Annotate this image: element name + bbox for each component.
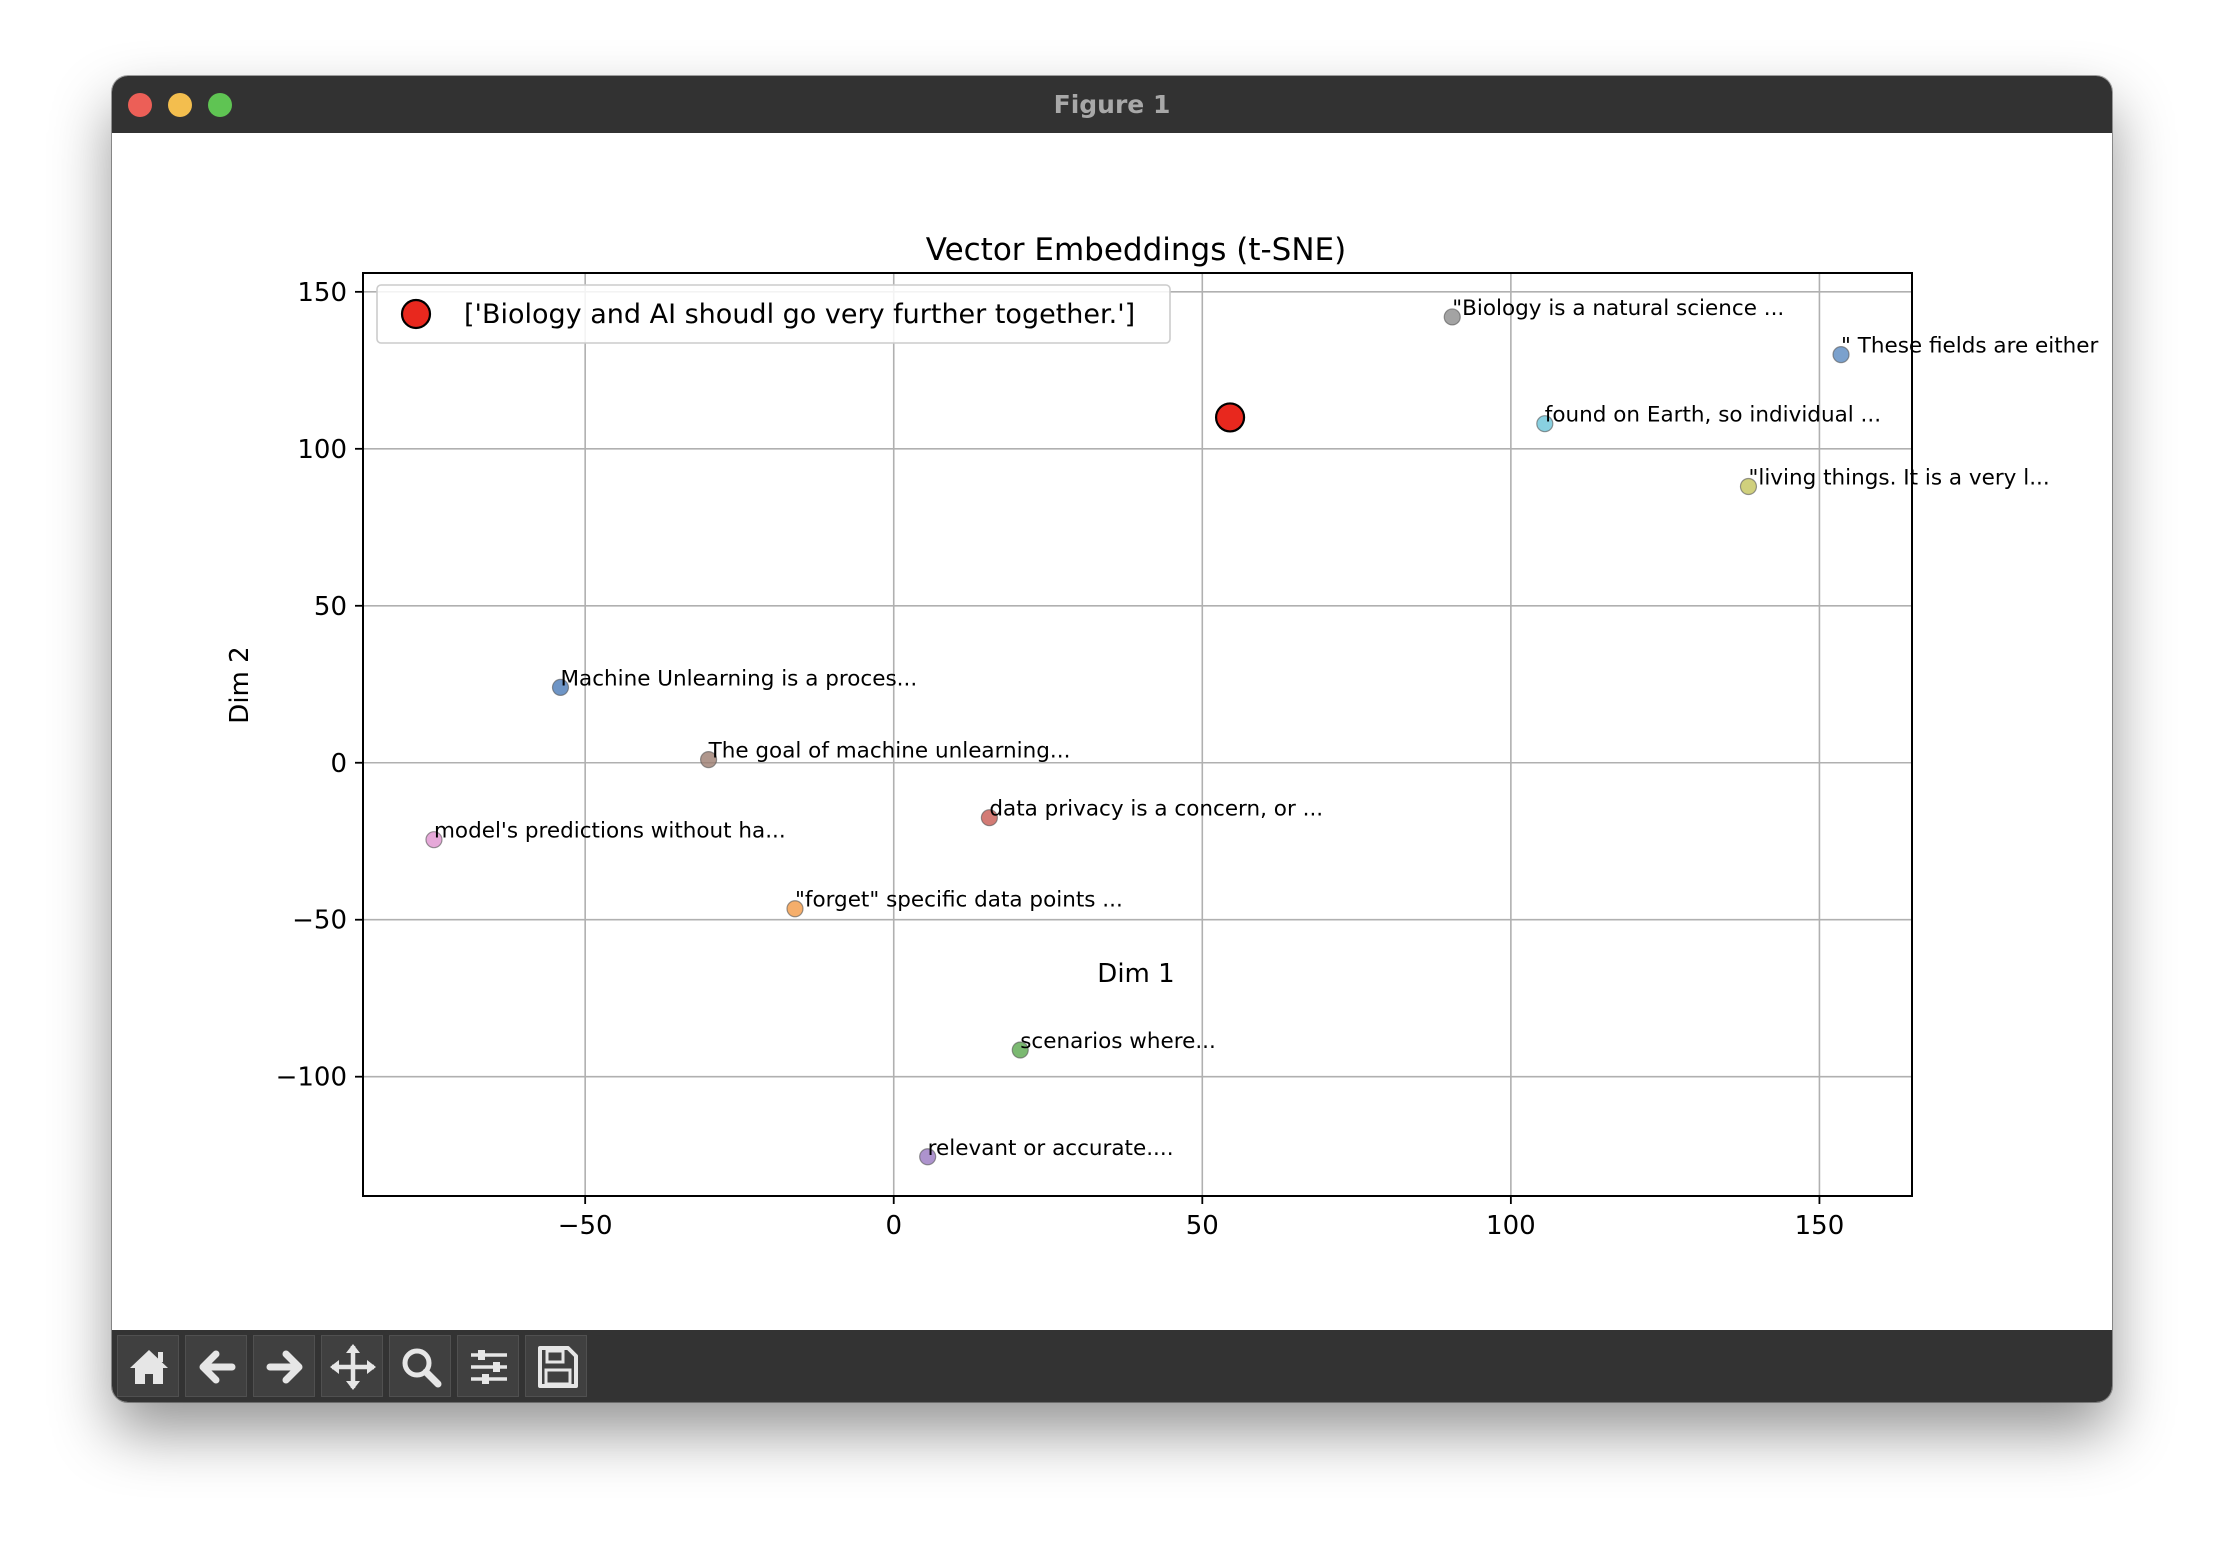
scatter-point: [786, 900, 804, 918]
grid-lines: [363, 273, 1912, 1196]
back-button[interactable]: [185, 1335, 247, 1397]
scatter-chart: −50 0 50 100 150 −100 −50 0 50 100 150 "Biology is…: [225, 232, 2099, 1241]
axes-frame: [362, 272, 1913, 1197]
pan-button[interactable]: [321, 1335, 383, 1397]
query-point: [1214, 402, 1246, 433]
x-tick-label: 0: [885, 1211, 902, 1241]
point-label: relevant or accurate....: [928, 1136, 1174, 1161]
y-tick-label: 0: [330, 749, 347, 779]
home-button[interactable]: [117, 1335, 179, 1397]
pan-icon: [330, 1344, 376, 1390]
point-label: Machine Unlearning is a proces...: [560, 666, 917, 691]
x-tick-label: −50: [558, 1211, 613, 1241]
plot-frame: [362, 272, 1913, 1197]
y-tick-label: 100: [297, 435, 347, 465]
x-axis-label: Dim 1: [1097, 959, 1174, 989]
y-tick-label: −100: [276, 1063, 347, 1093]
scatter-point: [919, 1148, 937, 1166]
scatter-point: [699, 751, 718, 769]
y-tick-label: −50: [292, 906, 347, 936]
point-label: " These fields are either: [1841, 334, 2098, 359]
x-tick-label: 150: [1795, 1211, 1845, 1241]
chart-title: Vector Embeddings (t-SNE): [926, 232, 1346, 268]
point-labels: "Biology is a natural science ... " These…: [434, 296, 2099, 1161]
point-label: scenarios where...: [1020, 1029, 1216, 1054]
zoom-icon: [402, 1348, 442, 1388]
point-label: "Biology is a natural science ...: [1452, 296, 1784, 321]
legend-label: ['Biology and AI shoudl go very further …: [464, 299, 1135, 330]
scatter-point: [1011, 1041, 1029, 1059]
point-label: The goal of machine unlearning...: [708, 739, 1071, 764]
home-icon: [130, 1350, 168, 1384]
scatter-point: [551, 678, 570, 697]
scatter-point: [1536, 415, 1554, 433]
back-arrow-icon: [199, 1350, 236, 1384]
figure-window: Figure 1 −50 0 50 100 150 −100 −50 0 50 100 150 "B…: [112, 76, 2112, 1402]
forward-button[interactable]: [253, 1335, 315, 1397]
forward-arrow-icon: [266, 1350, 303, 1384]
minimize-window-button[interactable]: [168, 93, 192, 117]
y-tick-label: 150: [297, 278, 347, 308]
configure-subplots-button[interactable]: [457, 1335, 519, 1397]
point-label: data privacy is a concern, or ...: [989, 797, 1323, 822]
scatter-point: [1739, 477, 1758, 496]
scatter-point: [425, 831, 443, 849]
save-button[interactable]: [525, 1335, 587, 1397]
x-tick-label: 50: [1186, 1211, 1219, 1241]
legend-box: [376, 284, 1171, 344]
y-axis-label: Dim 2: [225, 646, 255, 723]
x-tick-label: 100: [1486, 1211, 1536, 1241]
point-label: "living things. It is a very l...: [1748, 465, 2049, 490]
save-icon: [538, 1346, 578, 1388]
scatter-point: [1443, 308, 1461, 326]
window-title: Figure 1: [1053, 90, 1171, 119]
navigation-toolbar: [112, 1330, 2112, 1402]
data-points: [425, 308, 1850, 1166]
maximize-window-button[interactable]: [208, 93, 232, 117]
figure-canvas: −50 0 50 100 150 −100 −50 0 50 100 150 "Biology is…: [112, 133, 2112, 1330]
point-label: "forget" specific data points ...: [795, 888, 1123, 913]
y-tick-label: 50: [314, 592, 347, 622]
scatter-point: [980, 809, 998, 827]
scatter-point: [1832, 346, 1850, 364]
title-bar[interactable]: Figure 1: [112, 76, 2112, 133]
legend-marker: [400, 298, 432, 330]
point-label: model's predictions without ha...: [434, 819, 786, 844]
legend: ['Biology and AI shoudl go very further …: [376, 284, 1171, 344]
axis-ticks: −50 0 50 100 150 −100 −50 0 50 100 150: [276, 278, 1845, 1241]
subplots-icon: [471, 1350, 507, 1384]
close-window-button[interactable]: [128, 93, 152, 117]
point-label: found on Earth, so individual ...: [1545, 403, 1881, 428]
zoom-button[interactable]: [389, 1335, 451, 1397]
